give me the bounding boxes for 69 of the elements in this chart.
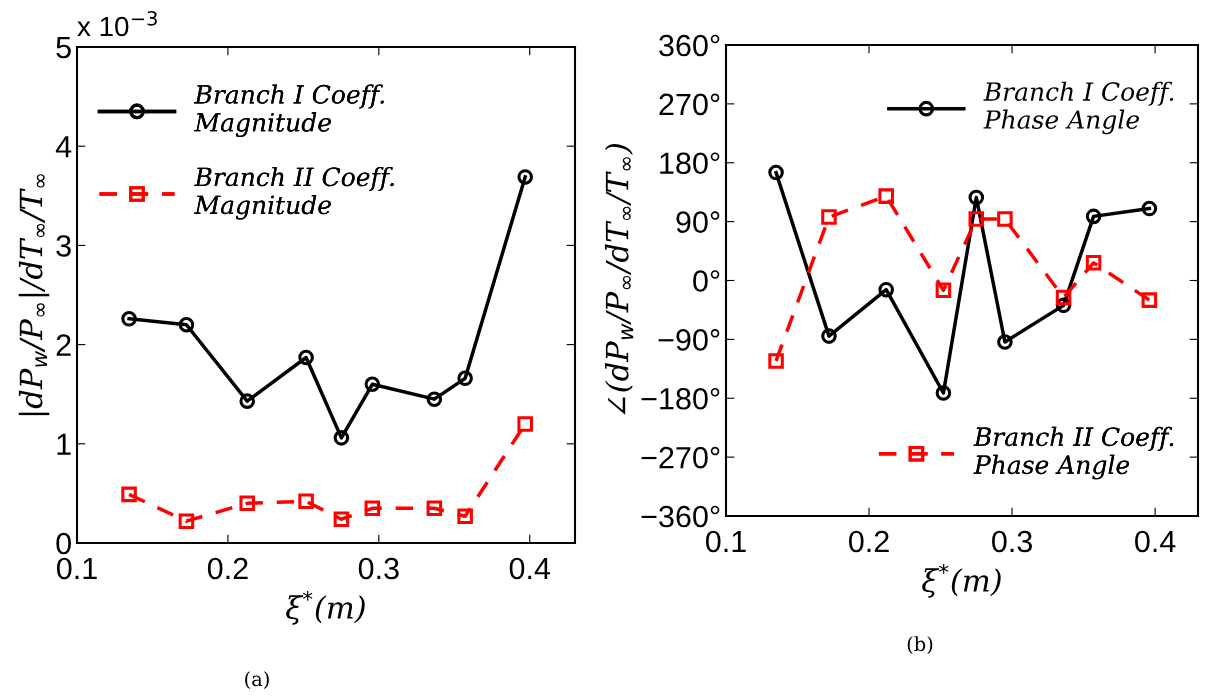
y-tick-label: 5 <box>56 37 71 59</box>
point <box>1085 255 1102 271</box>
point <box>968 211 985 227</box>
text: x 10$^{−3}$ <box>77 11 157 37</box>
legend-label: Branch I Coeff. Phase Angle <box>983 81 1174 135</box>
legend-label: Branch II Coeff. Magnitude <box>194 166 394 220</box>
point <box>121 486 137 503</box>
point <box>1141 292 1158 308</box>
point <box>935 282 952 299</box>
x-axis-title: ξ$^{*}$(m) <box>922 563 1001 598</box>
y-tick-label: 360° <box>659 34 720 57</box>
point <box>1085 208 1102 225</box>
point <box>426 391 443 407</box>
point <box>997 211 1013 227</box>
legend-label: Branch II Coeff. Phase Angle <box>973 426 1174 480</box>
point <box>997 334 1013 350</box>
y-tick-label: 1 <box>57 433 71 455</box>
y-tick-label: −90° <box>658 329 720 351</box>
y-tick-label: 0° <box>693 270 720 292</box>
x-tick-label: 0.3 <box>358 557 399 580</box>
point <box>333 430 350 446</box>
y-tick-label: −360° <box>641 505 720 528</box>
text: ∠(dP$_{w}$/P$_{∞}$/dT$_{∞}$/T$_{∞}$) <box>604 144 634 415</box>
point <box>333 511 350 527</box>
y-tick-label: −270° <box>641 446 720 469</box>
point <box>768 353 784 369</box>
y-tick-label: 180° <box>660 152 720 175</box>
point <box>968 189 985 206</box>
x-tick-label: 0.4 <box>1135 530 1176 553</box>
y-tick-label: −180° <box>641 387 720 410</box>
y-axis-title: |dP$_{w}$/P$_{∞}$|/dT$_{∞}$/T$_{∞}$ <box>18 174 50 416</box>
point <box>821 328 837 344</box>
point <box>821 209 837 225</box>
x-tick-label: 0.1 <box>705 530 746 553</box>
point <box>239 393 255 409</box>
point <box>364 500 381 517</box>
point <box>298 493 314 510</box>
point <box>364 376 381 393</box>
point <box>457 370 473 387</box>
x-tick-label: 0.2 <box>207 557 248 580</box>
y-tick-label: 270° <box>659 93 720 116</box>
point <box>298 349 314 366</box>
point <box>1141 200 1158 217</box>
point <box>878 188 894 204</box>
x-tick-label: 0.2 <box>848 530 889 553</box>
y-tick-label: 3 <box>56 235 71 257</box>
legend-label: Branch I Coeff. Magnitude <box>194 84 384 137</box>
y-tick-label: 4 <box>55 136 72 158</box>
y-tick-label: 90° <box>676 211 720 233</box>
y-tick-label: 2 <box>56 334 71 356</box>
y-tick-label: 0 <box>56 532 71 555</box>
point <box>457 508 473 524</box>
x-axis-title: ξ$^{*}$(m) <box>286 590 365 625</box>
text: (a) <box>245 671 269 689</box>
x-tick-label: 0.1 <box>56 557 97 580</box>
x-tick-label: 0.3 <box>992 530 1032 553</box>
point <box>517 169 533 185</box>
point <box>1055 289 1072 306</box>
point <box>768 164 784 181</box>
point <box>426 500 443 517</box>
point <box>517 416 533 432</box>
point <box>878 281 894 298</box>
point <box>121 311 137 327</box>
point <box>239 495 255 512</box>
x-tick-label: 0.4 <box>509 557 551 580</box>
text: (b) <box>907 636 933 654</box>
point <box>178 513 195 529</box>
point <box>178 316 195 333</box>
point <box>935 385 952 401</box>
